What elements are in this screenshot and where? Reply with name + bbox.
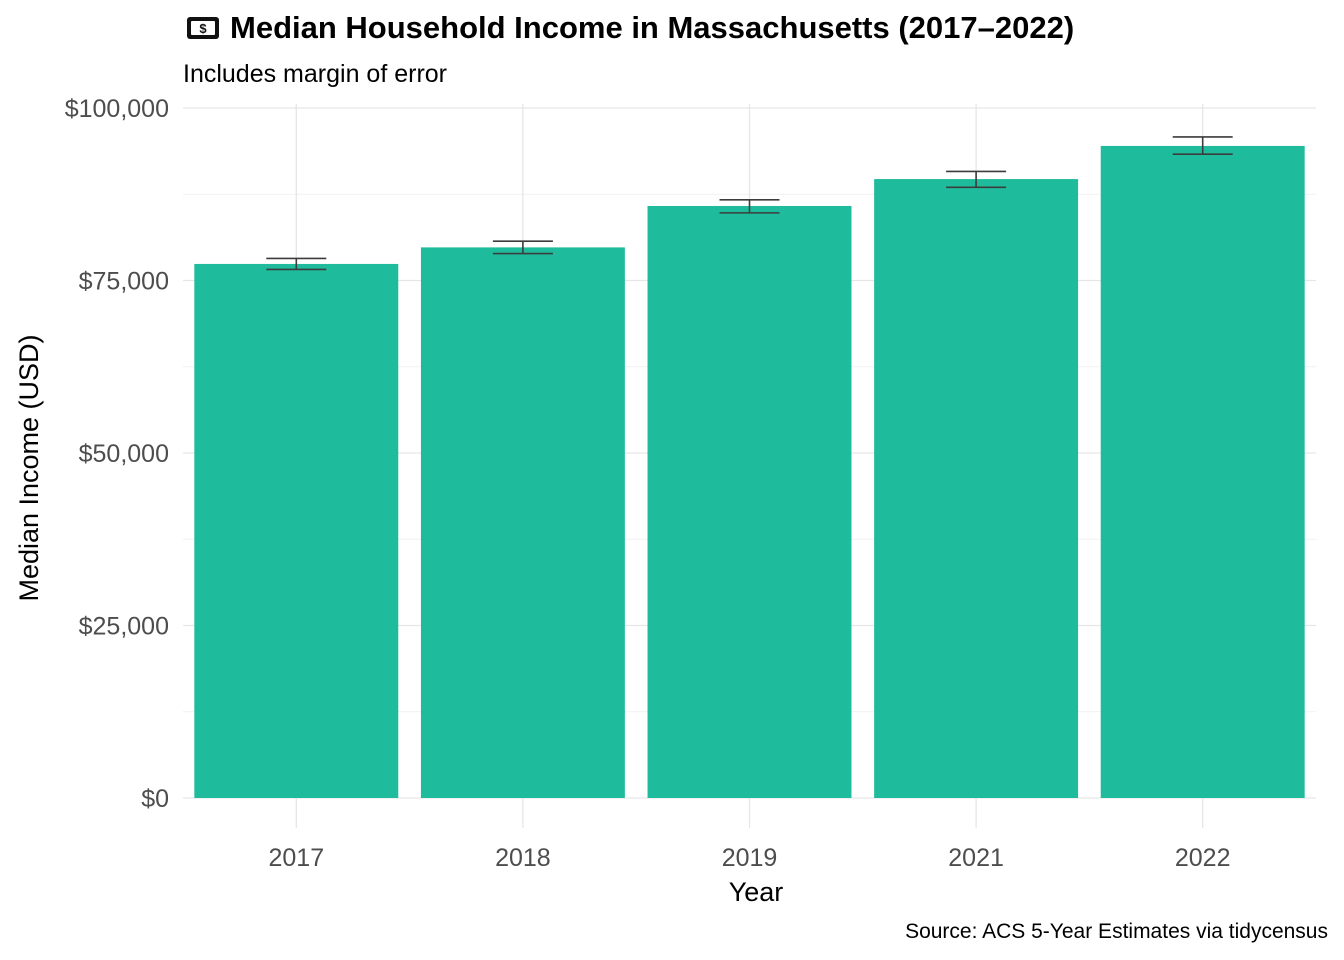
x-tick-label: 2021 <box>948 844 1004 872</box>
y-tick-label: $100,000 <box>65 95 169 123</box>
error-bars <box>266 136 1233 271</box>
y-axis-title: Median Income (USD) <box>14 334 44 601</box>
y-tick-label: $75,000 <box>79 268 169 296</box>
error-bar-2021 <box>946 170 1007 189</box>
error-bar-2019 <box>719 198 780 214</box>
y-axis-ticks: $0 $25,000 $50,000 $75,000 $100,000 <box>65 95 169 813</box>
x-tick-label: 2017 <box>268 844 324 872</box>
x-tick-label: 2018 <box>495 844 551 872</box>
bar-2018 <box>420 247 625 798</box>
chart-title-text: Median Household Income in Massachusetts… <box>230 10 1075 45</box>
bar-2021 <box>874 179 1079 798</box>
y-tick-label: $50,000 <box>79 440 169 468</box>
x-axis-title: Year <box>729 877 784 907</box>
y-tick-label: $0 <box>141 785 169 813</box>
bar-2017 <box>194 263 399 798</box>
bar-2019 <box>647 205 852 799</box>
error-bar-2022 <box>1172 136 1233 156</box>
chart-subtitle: Includes margin of error <box>183 60 448 88</box>
chart-title: $ Median Household Income in Massachuset… <box>186 10 1074 46</box>
x-tick-label: 2019 <box>722 844 778 872</box>
chart-caption: Source: ACS 5-Year Estimates via tidycen… <box>905 920 1328 943</box>
y-tick-label: $25,000 <box>79 613 169 641</box>
money-icon: $ <box>187 17 219 39</box>
error-bar-2017 <box>266 257 327 271</box>
bar-2022 <box>1100 145 1305 798</box>
x-axis-ticks: 2017 2018 2019 2021 2022 <box>268 844 1230 872</box>
svg-text:$: $ <box>199 21 207 36</box>
error-bar-2018 <box>492 240 553 255</box>
x-tick-label: 2022 <box>1175 844 1231 872</box>
bars <box>194 145 1305 799</box>
